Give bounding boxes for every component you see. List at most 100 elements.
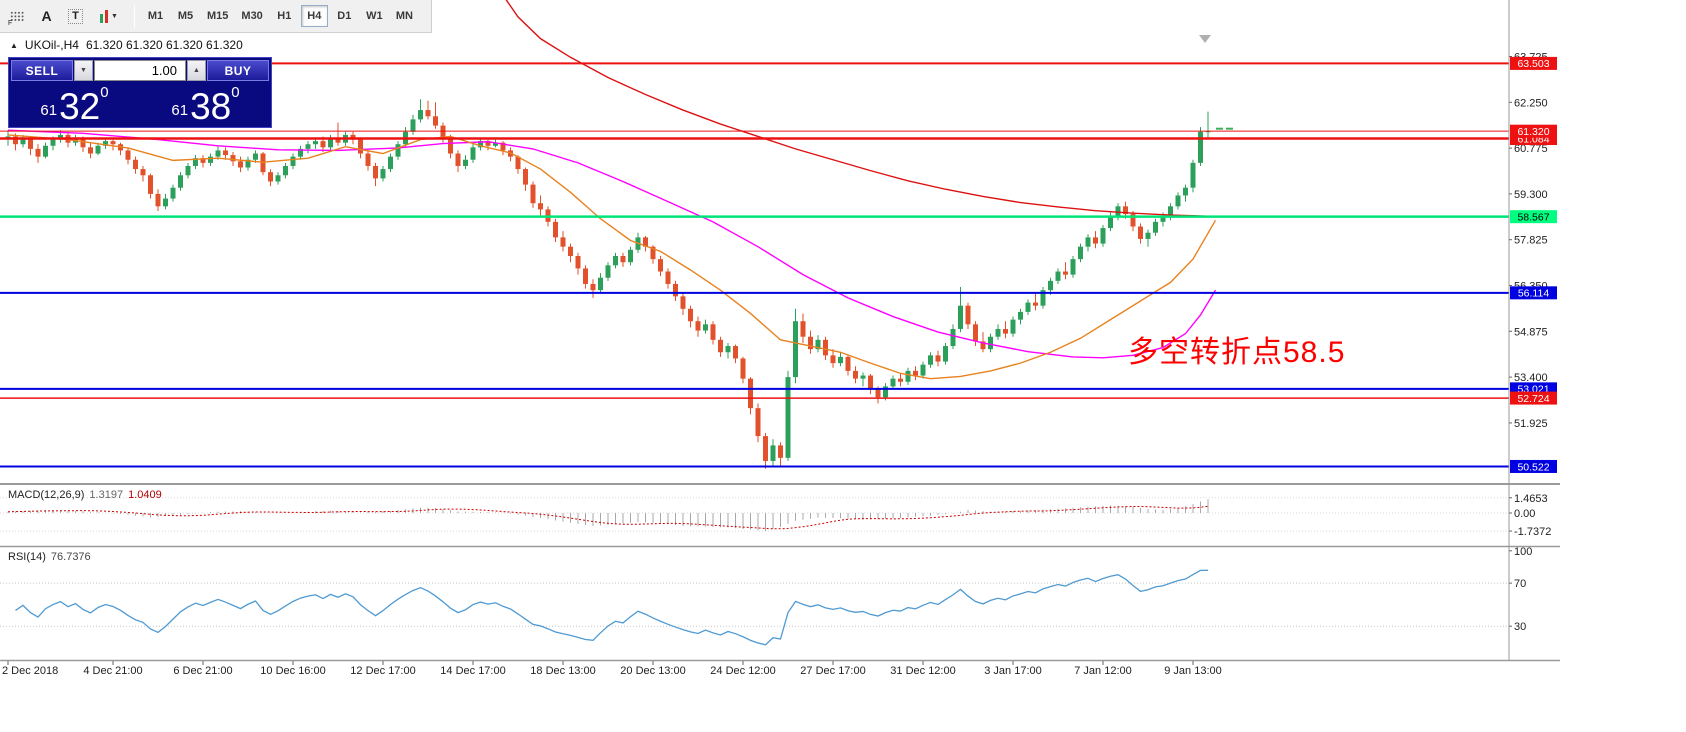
svg-text:20 Dec 13:00: 20 Dec 13:00 xyxy=(620,665,685,677)
buy-price: 61 38 0 xyxy=(140,83,271,127)
svg-text:18 Dec 13:00: 18 Dec 13:00 xyxy=(530,665,595,677)
macd-signal-line xyxy=(7,505,1209,530)
volume-increase-button[interactable]: ▲ xyxy=(187,60,206,81)
svg-text:56.114: 56.114 xyxy=(1518,288,1549,300)
svg-text:1.4653: 1.4653 xyxy=(1514,493,1548,505)
price-tag xyxy=(1510,124,1557,138)
ma-long-red xyxy=(505,0,1216,218)
svg-text:63.503: 63.503 xyxy=(1517,58,1549,70)
rsi-value: 76.7376 xyxy=(50,551,91,563)
text-tool-button[interactable]: T xyxy=(62,4,89,29)
rsi-line xyxy=(15,569,1209,646)
macd-indicator-label: MACD(12,26,9) 1.3197 1.0409 xyxy=(8,489,162,501)
svg-text:61.320: 61.320 xyxy=(1517,126,1549,138)
volume-decrease-button[interactable]: ▼ xyxy=(74,60,93,81)
svg-text:52.724: 52.724 xyxy=(1517,393,1549,405)
svg-text:0.00: 0.00 xyxy=(1514,508,1535,520)
svg-text:30: 30 xyxy=(1514,621,1526,633)
text-t-icon: T xyxy=(68,8,83,24)
label-a-icon: A xyxy=(41,8,52,24)
label-tool-button[interactable]: A xyxy=(33,4,60,29)
macd-name: MACD(12,26,9) xyxy=(8,489,85,501)
trade-panel-controls: SELL ▼ ▲ BUY xyxy=(9,58,271,83)
timeframe-h1-button[interactable]: H1 xyxy=(277,10,292,22)
price-tag xyxy=(1510,210,1557,224)
candlestick-icon xyxy=(100,9,109,23)
ohlc-values: 61.320 61.320 61.320 61.320 xyxy=(85,38,243,52)
toolbar-separator xyxy=(134,4,135,28)
dot-grid-icon xyxy=(10,10,25,22)
timeframe-m1-button[interactable]: M1 xyxy=(147,10,164,22)
svg-text:10 Dec 16:00: 10 Dec 16:00 xyxy=(260,665,325,677)
svg-text:59.300: 59.300 xyxy=(1514,189,1548,201)
svg-text:100: 100 xyxy=(1514,546,1532,558)
timeframe-d1-button[interactable]: D1 xyxy=(337,10,352,22)
macd-value-signal: 1.0409 xyxy=(128,489,162,501)
svg-text:60.775: 60.775 xyxy=(1514,143,1548,155)
sell-price-sup: 0 xyxy=(100,84,109,101)
svg-text:70: 70 xyxy=(1514,578,1526,590)
grid-tool-badge: F xyxy=(8,19,13,27)
svg-text:4 Dec 21:00: 4 Dec 21:00 xyxy=(83,665,142,677)
symbol-period: UKOil-,H4 xyxy=(24,38,79,52)
svg-text:31 Dec 12:00: 31 Dec 12:00 xyxy=(890,665,955,677)
drawing-tools-dropdown[interactable]: ▼ xyxy=(91,4,127,29)
rsi-panel: 100 70 30 xyxy=(0,546,1532,646)
svg-text:27 Dec 17:00: 27 Dec 17:00 xyxy=(800,665,865,677)
svg-text:58.567: 58.567 xyxy=(1517,211,1549,223)
chart-ohlc-header: ▲ UKOil-,H4 61.320 61.320 61.320 61.320 xyxy=(10,38,243,52)
time-axis: 2 Dec 2018 4 Dec 21:00 6 Dec 21:00 10 Dec 1… xyxy=(2,661,1222,677)
price-tag xyxy=(1510,56,1557,70)
timeframe-m30-button[interactable]: M30 xyxy=(241,10,263,22)
candles-layer xyxy=(5,99,1211,469)
buy-price-big: 38 xyxy=(190,85,232,127)
svg-text:62.250: 62.250 xyxy=(1514,97,1548,109)
timeframe-m15-button[interactable]: M15 xyxy=(207,10,229,22)
buy-price-sup: 0 xyxy=(231,84,240,101)
sell-price-small: 61 xyxy=(40,102,58,119)
ma-slow-magenta xyxy=(7,129,1217,359)
timeframe-group: M1 M5 M15 M30 H1 H4 D1 W1 MN xyxy=(142,5,418,27)
svg-text:54.875: 54.875 xyxy=(1514,326,1548,338)
sell-button[interactable]: SELL xyxy=(11,60,73,81)
svg-text:57.825: 57.825 xyxy=(1514,235,1548,247)
sell-price-big: 32 xyxy=(59,85,101,127)
svg-text:2 Dec 2018: 2 Dec 2018 xyxy=(2,665,58,677)
macd-panel: 1.4653 0.00 -1.7372 xyxy=(0,493,1551,538)
volume-input[interactable] xyxy=(94,60,186,81)
svg-text:50.522: 50.522 xyxy=(1517,461,1549,473)
macd-value-main: 1.3197 xyxy=(89,489,124,501)
trade-panel-prices: 61 32 0 61 38 0 xyxy=(9,83,271,127)
svg-text:12 Dec 17:00: 12 Dec 17:00 xyxy=(350,665,415,677)
rsi-name: RSI(14) xyxy=(8,551,46,563)
svg-text:9 Jan 13:00: 9 Jan 13:00 xyxy=(1164,665,1222,677)
timeframe-h4-button[interactable]: H4 xyxy=(300,5,328,27)
chart-shift-marker-icon[interactable] xyxy=(1199,35,1211,43)
timeframe-m5-button[interactable]: M5 xyxy=(177,10,194,22)
chart-annotation: 多空转折点58.5 xyxy=(1128,336,1346,369)
buy-button[interactable]: BUY xyxy=(207,60,269,81)
chevron-down-icon: ▼ xyxy=(111,12,118,20)
timeframe-mn-button[interactable]: MN xyxy=(395,10,413,22)
buy-price-small: 61 xyxy=(171,102,189,119)
svg-text:7 Jan 12:00: 7 Jan 12:00 xyxy=(1074,665,1132,677)
svg-text:53.400: 53.400 xyxy=(1514,372,1548,384)
ma-mid-orange xyxy=(7,134,1217,380)
timeframe-w1-button[interactable]: W1 xyxy=(366,10,383,22)
axes-layer: 63.72562.25060.77559.30057.82556.35054.8… xyxy=(0,0,1560,662)
svg-text:3 Jan 17:00: 3 Jan 17:00 xyxy=(984,665,1042,677)
svg-text:51.925: 51.925 xyxy=(1514,418,1548,430)
rsi-indicator-label: RSI(14) 76.7376 xyxy=(8,551,91,563)
moving-averages-layer xyxy=(7,0,1217,380)
price-tag xyxy=(1510,391,1557,405)
sell-price: 61 32 0 xyxy=(9,83,140,127)
price-tag xyxy=(1510,286,1557,300)
symbol-arrow-icon: ▲ xyxy=(10,40,18,50)
svg-text:6 Dec 21:00: 6 Dec 21:00 xyxy=(173,665,232,677)
svg-text:24 Dec 12:00: 24 Dec 12:00 xyxy=(710,665,775,677)
grid-tool-button[interactable]: F xyxy=(4,4,31,29)
one-click-trading-panel: SELL ▼ ▲ BUY 61 32 0 61 38 0 xyxy=(8,57,272,128)
toolbar: F A T ▼ M1 M5 M15 M30 H1 H4 D1 W1 MN xyxy=(0,0,432,33)
